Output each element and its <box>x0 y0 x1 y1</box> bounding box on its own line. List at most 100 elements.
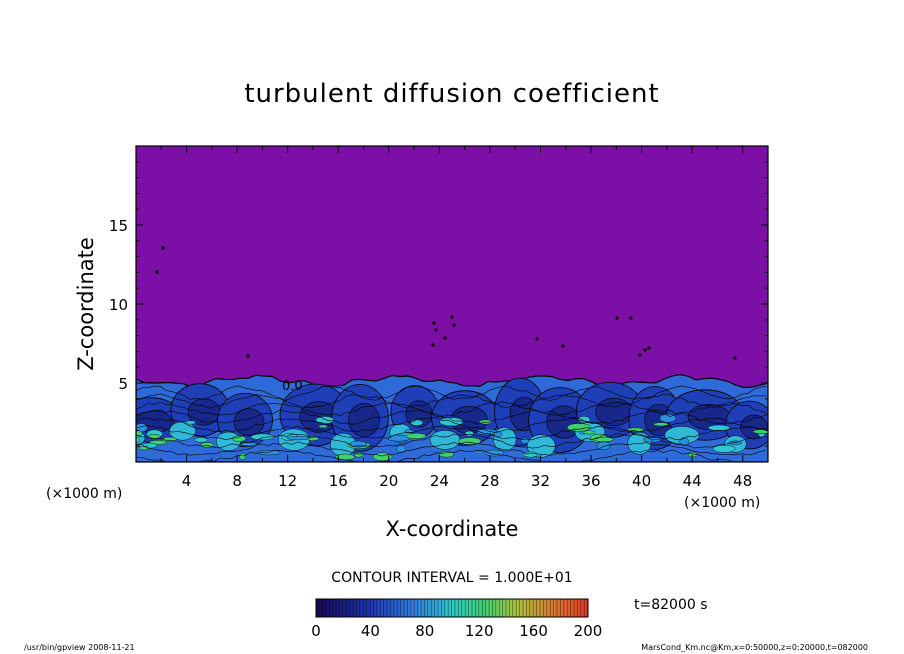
contour-speck <box>643 348 647 352</box>
eddy-inner <box>348 402 380 438</box>
footer-left: /usr/bin/gpview 2008-11-21 <box>24 643 135 652</box>
x-tick-label: 8 <box>232 472 242 490</box>
surface-streak <box>354 452 364 458</box>
contour-speck <box>629 316 633 320</box>
contour-speck <box>443 336 447 340</box>
contour-speck <box>431 343 435 347</box>
y-axis-ticks: 5 10 15 <box>109 161 768 447</box>
y-axis-label: Z-coordinate <box>74 237 98 371</box>
contour-line <box>136 393 767 409</box>
contour-line <box>136 425 767 441</box>
colorbar-stripes <box>318 599 588 617</box>
surface-streak <box>679 437 689 446</box>
surface-streak <box>438 451 455 458</box>
chart-title: turbulent diffusion coefficient <box>244 79 659 109</box>
contour-line <box>136 401 767 417</box>
x-unit-right: (×1000 m) <box>684 495 760 511</box>
surface-streak <box>349 440 367 448</box>
surface-streak <box>318 424 328 429</box>
x-tick-label: 28 <box>480 472 499 490</box>
x-tick-label: 4 <box>182 472 192 490</box>
x-tick-label: 36 <box>581 472 600 490</box>
time-label: t=82000 s <box>634 597 708 613</box>
contour-speck <box>615 316 619 320</box>
surface-streak <box>643 436 662 443</box>
surface-streak <box>458 437 482 445</box>
surface-streak <box>593 436 614 442</box>
x-tick-label: 44 <box>683 472 702 490</box>
x-tick-label: 40 <box>632 472 651 490</box>
surface-streak <box>405 433 427 440</box>
surface-streak <box>653 422 669 427</box>
surface-streak <box>522 451 538 458</box>
contour-speck <box>733 356 737 360</box>
colorbar-tick-label: 40 <box>361 622 380 640</box>
contour-speck <box>432 321 436 325</box>
contour-line <box>136 385 767 401</box>
surface-streak <box>404 429 414 433</box>
colorbar-tick-label: 120 <box>465 622 494 640</box>
surface-streak <box>582 430 596 435</box>
y-tick-label: 10 <box>109 296 128 314</box>
contour-speck <box>155 270 159 274</box>
surface-streak <box>136 436 140 444</box>
colorbar-tick-label: 0 <box>311 622 321 640</box>
surface-streak <box>286 436 310 441</box>
colorbar-ticks: 0 40 80 120 160 200 <box>311 622 602 640</box>
x-tick-label: 32 <box>531 472 550 490</box>
colorbar: 0 40 80 120 160 200 <box>311 598 602 640</box>
surface-streak <box>396 445 407 453</box>
contour-line <box>136 417 767 433</box>
surface-streak <box>520 437 529 444</box>
x-axis-ticks: 4 8 12 16 20 24 28 32 36 40 44 48 <box>160 146 752 490</box>
y-tick-label: 15 <box>109 217 128 235</box>
surface-streak <box>315 416 335 424</box>
contour-line <box>136 449 734 462</box>
contour-speck <box>434 328 438 332</box>
contour-speck <box>647 346 651 350</box>
contour-line <box>136 441 767 457</box>
eddy-inner <box>233 408 265 436</box>
eddy-edge <box>526 434 556 458</box>
surface-streak <box>577 416 591 423</box>
contour-speck <box>452 323 456 327</box>
surface-streak <box>708 424 731 431</box>
surface-streak <box>185 420 196 425</box>
surface-streak <box>232 435 246 442</box>
contour-speck <box>450 315 454 319</box>
colorbar-tick-label: 80 <box>415 622 434 640</box>
x-tick-label: 12 <box>278 472 297 490</box>
surface-streak <box>194 437 208 443</box>
surface-streak <box>257 450 281 456</box>
contour-speck <box>246 354 250 358</box>
x-tick-label: 24 <box>430 472 449 490</box>
y-tick-label: 5 <box>118 375 128 393</box>
surface-streak <box>712 444 736 453</box>
surface-streak <box>239 453 247 460</box>
surface-streak <box>752 429 768 434</box>
contour-speck <box>638 353 642 357</box>
x-tick-label: 20 <box>379 472 398 490</box>
contour-interval: CONTOUR INTERVAL = 1.000E+01 <box>331 570 572 586</box>
colorbar-gradient <box>316 599 588 617</box>
x-tick-label: 48 <box>733 472 752 490</box>
surface-streak <box>410 419 424 426</box>
contour-speck <box>535 337 539 341</box>
colorbar-tick-label: 160 <box>519 622 548 640</box>
contour-speckles <box>155 246 737 360</box>
diffusion-field <box>136 374 768 462</box>
x-tick-label: 16 <box>329 472 348 490</box>
contour-line <box>136 433 767 449</box>
inline-contour-label: 0.0 <box>282 379 303 394</box>
x-axis-label: X-coordinate <box>386 517 519 541</box>
contour-line <box>136 409 767 425</box>
surface-streak <box>464 430 474 437</box>
footer-right: MarsCond_Km.nc@Km,x=0:50000,z=0:20000,t=… <box>641 643 868 652</box>
contour-speck <box>161 246 165 250</box>
colorbar-frame <box>315 598 589 618</box>
x-unit-left: (×1000 m) <box>46 486 122 502</box>
colorbar-tick-label: 200 <box>574 622 603 640</box>
contour-speck <box>561 344 565 348</box>
